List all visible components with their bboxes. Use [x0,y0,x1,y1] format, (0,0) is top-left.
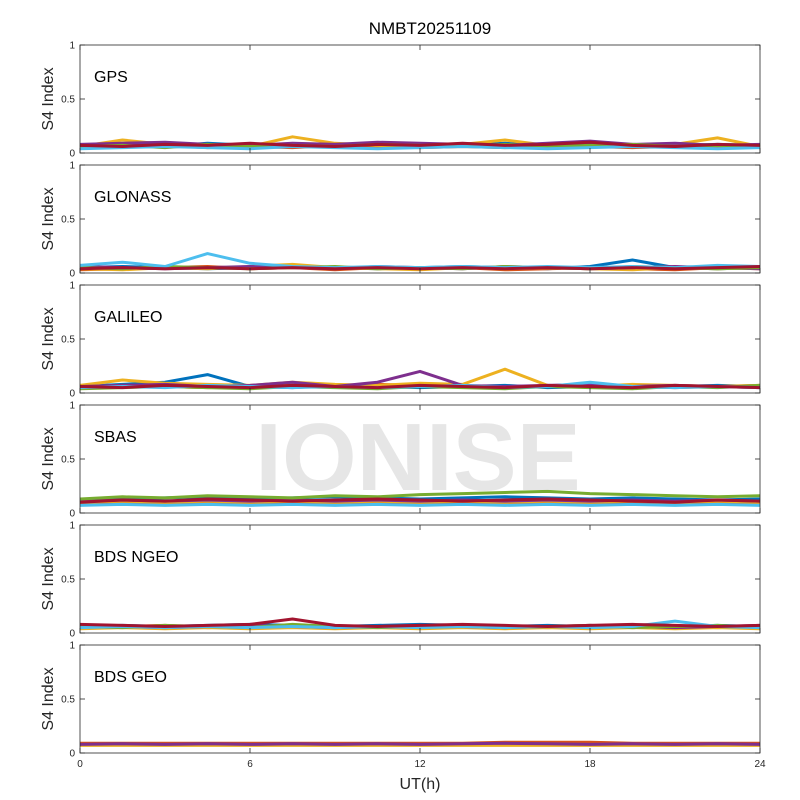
figure-title: NMBT20251109 [369,19,492,38]
plot-area [80,165,760,273]
y-tick-label: 1 [69,41,75,52]
y-tick-label: 1 [69,161,75,172]
plot-area [80,285,760,393]
panel-label: GALILEO [94,309,162,326]
series-line-7 [79,617,761,628]
panel-label: GLONASS [94,189,171,206]
panel-glonass: 0 0.5 1 S4 Index GLONASS [40,161,761,280]
y-tick-label: 0.5 [61,695,75,706]
x-tick-label: 0 [77,759,83,770]
watermark-text: IONISE [255,404,580,511]
y-tick-label: 0 [69,749,75,760]
panels: 0 0.5 1 S4 Index GPS 0 0.5 1 S4 Index GLONASS 0 0.5… [40,41,766,771]
y-tick-label: 0.5 [61,575,75,586]
y-tick-label: 0 [69,389,75,400]
y-axis-label: S4 Index [40,307,57,370]
series-line-5 [79,489,761,501]
panel-bds-geo: 0 0.5 1 S4 Index BDS GEO 0 6 12 18 24 [40,641,766,771]
series-line-6 [79,502,761,507]
series-line-4 [79,741,761,746]
x-tick-label: 18 [584,759,596,770]
y-tick-label: 1 [69,401,75,412]
x-axis-label: UT(h) [400,776,441,793]
y-axis-label: S4 Index [40,667,57,730]
panel-galileo: 0 0.5 1 S4 Index GALILEO [40,281,761,400]
y-axis-label: S4 Index [40,427,57,490]
x-tick-label: 12 [414,759,426,770]
y-tick-label: 0.5 [61,215,75,226]
y-tick-label: 0 [69,269,75,280]
panel-gps: 0 0.5 1 S4 Index GPS [40,41,761,160]
panel-label: BDS GEO [94,669,167,686]
series-line-7 [79,383,761,390]
y-tick-label: 0 [69,509,75,520]
y-tick-label: 0 [69,629,75,640]
y-axis-label: S4 Index [40,187,57,250]
y-axis-label: S4 Index [40,547,57,610]
plot-area [80,645,760,753]
x-tick-label: 24 [754,759,766,770]
panel-label: GPS [94,69,128,86]
y-tick-label: 0.5 [61,455,75,466]
plot-area [80,45,760,153]
series-line-7 [79,497,761,504]
panel-sbas: 0 0.5 1 S4 Index SBAS [40,401,761,520]
y-tick-label: 1 [69,641,75,652]
x-tick-label: 6 [247,759,253,770]
series-line-7 [79,140,761,148]
plot-area [80,525,760,633]
y-axis-label: S4 Index [40,67,57,130]
y-tick-label: 1 [69,521,75,532]
panel-bds-ngeo: 0 0.5 1 S4 Index BDS NGEO [40,521,761,640]
y-tick-label: 0.5 [61,335,75,346]
y-tick-label: 0 [69,149,75,160]
y-tick-label: 1 [69,281,75,292]
panel-label: SBAS [94,429,137,446]
y-tick-label: 0.5 [61,95,75,106]
panel-label: BDS NGEO [94,549,178,566]
